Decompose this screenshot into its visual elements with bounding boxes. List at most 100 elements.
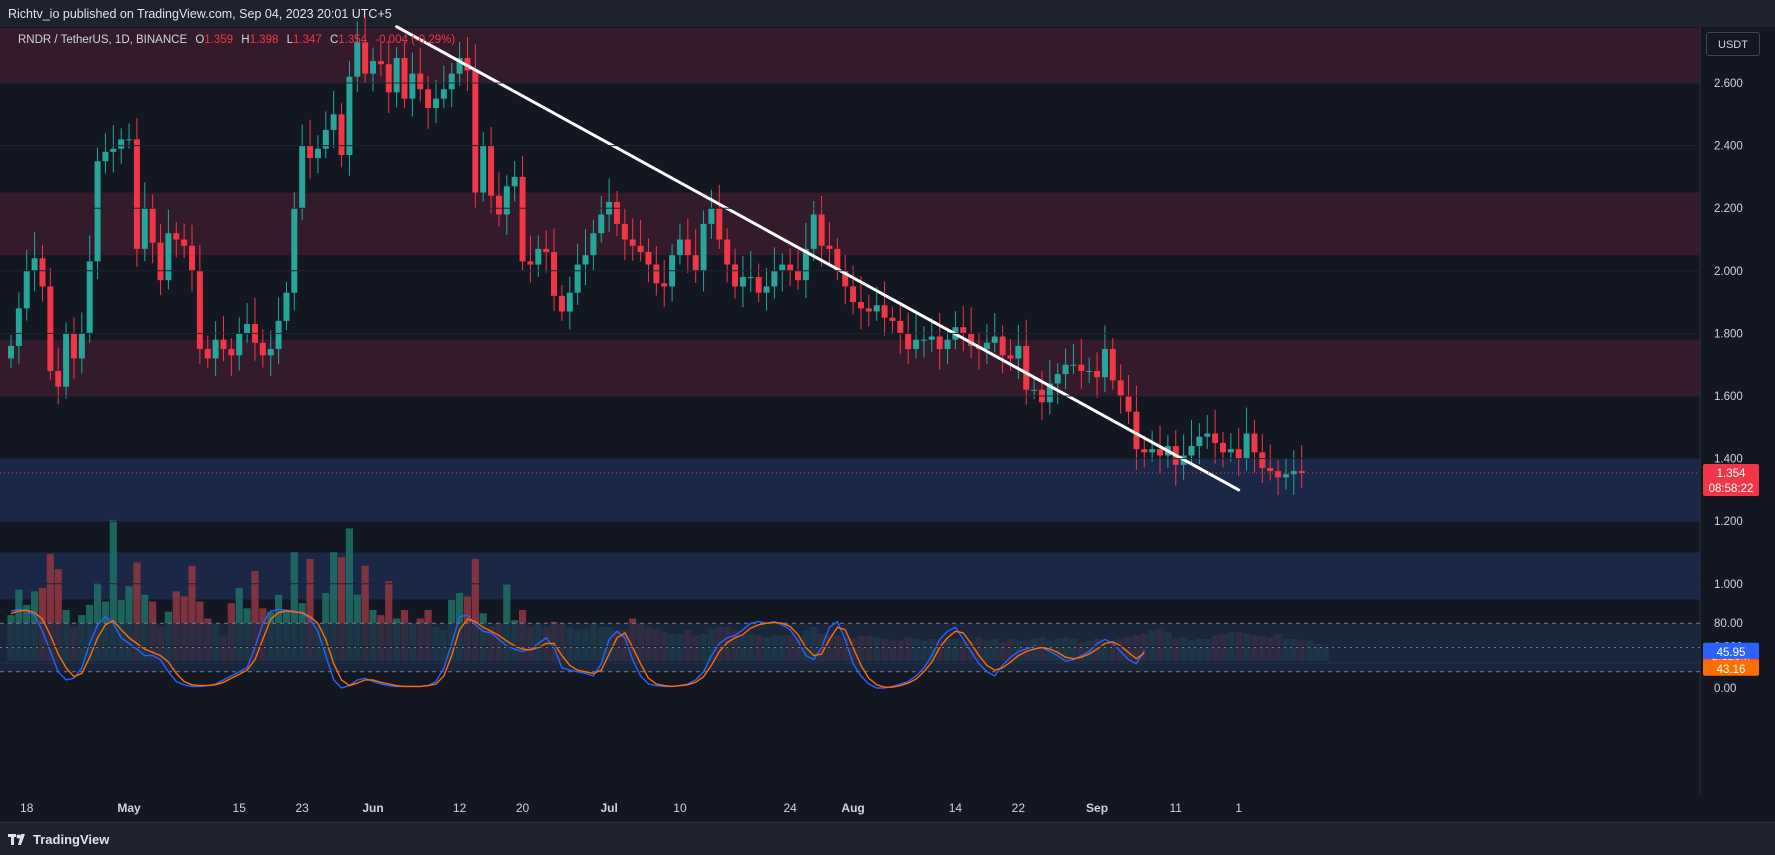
last-price-badge-text: 1.354 xyxy=(1717,468,1746,480)
publish-info: Richtv_io published on TradingView.com, … xyxy=(8,7,392,21)
candle-body xyxy=(739,277,746,287)
candle-body xyxy=(558,295,565,312)
zones xyxy=(0,28,1700,600)
candle-body xyxy=(259,342,266,356)
candle-body xyxy=(1251,433,1258,453)
high-label: H xyxy=(241,34,250,46)
candle-body xyxy=(645,252,652,265)
candle-body xyxy=(149,208,156,243)
candle-body xyxy=(212,339,219,359)
candle-body xyxy=(1157,449,1164,456)
stoch-d-line xyxy=(10,609,1145,688)
candle-body xyxy=(661,283,668,287)
osc-tick-label: 80.00 xyxy=(1714,618,1743,630)
candle-body xyxy=(755,277,762,293)
candle-body xyxy=(1023,345,1030,390)
price-tick-label: 1.400 xyxy=(1714,454,1743,466)
candle-body xyxy=(8,345,14,359)
volume-bar xyxy=(251,570,259,661)
candle-body xyxy=(1282,474,1289,478)
stoch-d-badge-bg xyxy=(1703,659,1759,676)
candle-body xyxy=(39,258,46,287)
candle-body xyxy=(322,129,329,149)
candle-body xyxy=(621,223,628,240)
symbol-name: RNDR / TetherUS, 1D, BINANCE xyxy=(18,34,188,46)
candle-body xyxy=(338,114,345,155)
candle-body xyxy=(204,349,211,359)
candle-body xyxy=(102,151,109,162)
brand-name: TradingView xyxy=(33,832,110,847)
price-tick-label: 2.600 xyxy=(1714,78,1743,90)
candle-body xyxy=(94,161,101,262)
candle-body xyxy=(78,333,85,359)
low-label: L xyxy=(286,34,293,46)
candle-body xyxy=(189,245,196,271)
candle-body xyxy=(1290,471,1297,475)
currency-button[interactable]: USDT xyxy=(1706,32,1760,56)
candle-body xyxy=(307,145,314,159)
candles xyxy=(8,16,1305,496)
tradingview-logo[interactable]: TradingView xyxy=(8,832,109,847)
candle-body xyxy=(1117,380,1124,396)
candle-body xyxy=(196,270,203,350)
candle-body xyxy=(173,233,180,240)
candle-body xyxy=(228,349,235,356)
candle-body xyxy=(354,42,361,77)
stoch-k-line xyxy=(10,608,1145,689)
candle-body xyxy=(1031,389,1038,391)
time-axis-label: Aug xyxy=(841,801,864,815)
volume-bar xyxy=(290,552,298,661)
candle-body xyxy=(763,286,770,293)
support-zone xyxy=(0,458,1700,522)
volume-bar xyxy=(54,569,62,661)
candle-body xyxy=(1141,449,1148,453)
candle-body xyxy=(692,255,699,271)
bottom-bar: TradingView xyxy=(0,822,1775,855)
candle-body xyxy=(1204,433,1211,437)
time-axis-label: 24 xyxy=(783,801,797,815)
volume-bar xyxy=(330,552,338,661)
price-tick-label: 2.400 xyxy=(1714,141,1743,153)
candle-body xyxy=(842,270,849,287)
time-axis-label: 22 xyxy=(1012,801,1026,815)
time-axis-label: 1 xyxy=(1235,801,1242,815)
volume-bar xyxy=(385,581,393,661)
candle-body xyxy=(55,370,62,387)
candle-body xyxy=(873,305,880,312)
stoch-k-badge-bg xyxy=(1703,642,1759,659)
time-axis-label: Sep xyxy=(1086,801,1108,815)
time-axis-label: 12 xyxy=(453,801,467,815)
candle-body xyxy=(747,277,754,279)
time-axis-label: May xyxy=(117,801,141,815)
open-label: O xyxy=(195,34,205,46)
time-axis-label: 23 xyxy=(296,801,310,815)
candle-body xyxy=(47,286,54,371)
candle-body xyxy=(70,333,77,359)
candle-body xyxy=(377,61,384,65)
candle-body xyxy=(881,305,888,318)
candle-body xyxy=(1227,449,1234,453)
candle-body xyxy=(275,320,282,350)
candle-body xyxy=(1109,349,1116,381)
candle-body xyxy=(511,176,518,187)
candle-body xyxy=(1188,446,1195,456)
candle-body xyxy=(409,73,416,99)
candle-body xyxy=(1133,411,1140,450)
axes: 2.600 2.400 2.200 2.000 1.800 1.600 1.400 1.200… xyxy=(0,78,1759,815)
candle-body xyxy=(1007,355,1014,359)
volume-bar xyxy=(361,565,369,661)
resistance-zone xyxy=(0,339,1700,396)
candle-body xyxy=(983,342,990,350)
candle-body xyxy=(1212,433,1219,443)
candle-body xyxy=(676,239,683,256)
resistance-zone xyxy=(0,192,1700,256)
candle-body xyxy=(1267,467,1274,472)
candle-body xyxy=(920,339,927,341)
candle-body xyxy=(1054,374,1061,384)
candle-body xyxy=(31,258,38,271)
candle-body xyxy=(165,233,172,281)
candle-body xyxy=(857,302,864,309)
candle-body xyxy=(181,239,188,246)
volume-bar xyxy=(345,528,354,661)
